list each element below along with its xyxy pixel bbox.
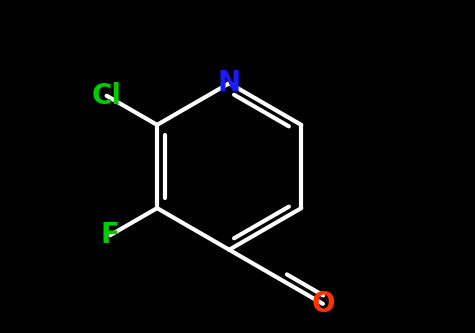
Text: O: O <box>311 290 335 318</box>
Text: N: N <box>218 69 241 97</box>
Text: Cl: Cl <box>92 82 122 110</box>
Text: F: F <box>101 221 120 249</box>
